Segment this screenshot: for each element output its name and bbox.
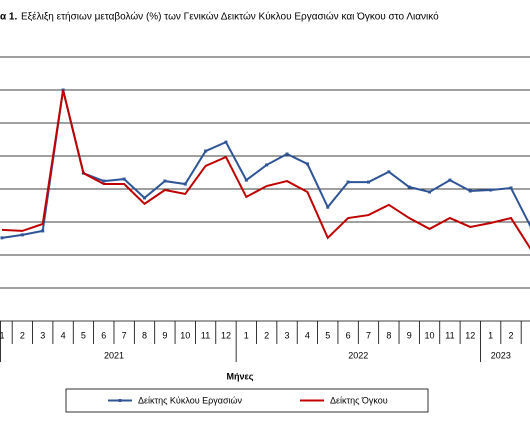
point-marker <box>183 182 187 186</box>
x-tick-label: 7 <box>122 330 127 340</box>
year-label: 2023 <box>491 350 511 360</box>
chart-title-prefix: α 1. <box>0 12 17 23</box>
point-marker <box>387 170 391 174</box>
point-marker <box>366 180 370 184</box>
point-marker <box>122 177 126 181</box>
point-marker <box>509 186 513 190</box>
x-tick-label: 6 <box>101 330 106 340</box>
point-marker <box>428 190 432 194</box>
point-marker <box>468 189 472 193</box>
x-tick-label: 8 <box>386 330 391 340</box>
year-label: 2022 <box>348 350 368 360</box>
legend-marker <box>118 399 122 402</box>
point-marker <box>244 178 248 182</box>
x-tick-label: 6 <box>346 330 351 340</box>
series-line <box>1 89 530 250</box>
x-tick-label: 1 <box>488 330 493 340</box>
x-tick-label: 1 <box>244 330 249 340</box>
point-marker <box>204 149 208 153</box>
x-tick-label: 11 <box>445 330 454 340</box>
point-marker <box>0 236 4 240</box>
point-marker <box>285 152 289 156</box>
x-tick-label: 4 <box>305 330 310 340</box>
point-marker <box>143 196 147 200</box>
legend-label: Δείκτης Κύκλου Εργασιών <box>138 395 243 405</box>
x-tick-label: 4 <box>61 330 66 340</box>
x-tick-label: 7 <box>366 330 371 340</box>
point-marker <box>265 163 269 167</box>
legend-label: Δείκτης Όγκου <box>330 395 388 405</box>
point-marker <box>224 140 228 144</box>
point-marker <box>102 179 106 183</box>
x-tick-label: 2 <box>508 330 513 340</box>
point-marker <box>163 179 167 183</box>
x-tick-label: 2 <box>20 330 25 340</box>
point-marker <box>41 229 45 233</box>
point-marker <box>407 185 411 189</box>
x-tick-label: 9 <box>162 330 167 340</box>
x-tick-label: 2 <box>264 330 269 340</box>
x-tick-label: 10 <box>180 330 190 340</box>
x-tick-label: 1 <box>0 330 5 340</box>
x-tick-label: 12 <box>221 330 231 340</box>
x-tick-label: 11 <box>201 330 210 340</box>
x-tick-label: 5 <box>325 330 330 340</box>
year-label: 2021 <box>104 350 124 360</box>
point-marker <box>489 188 493 192</box>
x-tick-label: 3 <box>40 330 45 340</box>
point-marker <box>20 233 24 237</box>
x-axis-label: Μήνες <box>227 371 254 381</box>
point-marker <box>346 180 350 184</box>
x-tick-label: 5 <box>81 330 86 340</box>
point-marker <box>326 205 330 209</box>
legend-box <box>65 388 429 413</box>
x-tick-label: 8 <box>142 330 147 340</box>
x-tick-label: 3 <box>285 330 290 340</box>
x-tick-label: 9 <box>407 330 412 340</box>
point-marker <box>448 178 452 182</box>
chart-title: Εξέλιξη ετήσιων μεταβολών (%) των Γενικώ… <box>21 11 439 23</box>
point-marker <box>305 162 309 166</box>
x-tick-label: 12 <box>465 330 475 340</box>
x-tick-label: 10 <box>425 330 435 340</box>
